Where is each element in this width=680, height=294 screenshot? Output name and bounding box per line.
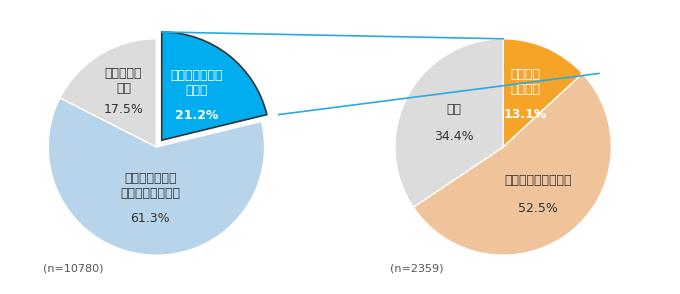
- Text: 21.2%: 21.2%: [175, 109, 218, 122]
- Text: 61.3%: 61.3%: [131, 212, 170, 225]
- Wedge shape: [503, 39, 583, 147]
- Wedge shape: [60, 39, 156, 147]
- Wedge shape: [162, 32, 267, 140]
- Wedge shape: [413, 74, 611, 255]
- Wedge shape: [395, 39, 503, 207]
- Text: 体験したことはある: 体験したことはある: [505, 174, 572, 187]
- Text: 52.5%: 52.5%: [518, 202, 558, 215]
- Text: よく体験
している: よく体験 している: [511, 69, 541, 96]
- Text: (n=10780): (n=10780): [43, 263, 103, 273]
- Text: 見たことは
ない: 見たことは ない: [105, 66, 142, 94]
- Wedge shape: [48, 98, 265, 255]
- Text: ない: ない: [446, 103, 461, 116]
- Text: (n=2359): (n=2359): [390, 263, 443, 273]
- Text: 13.1%: 13.1%: [504, 108, 547, 121]
- Text: 17.5%: 17.5%: [103, 103, 143, 116]
- Text: 34.4%: 34.4%: [434, 130, 473, 143]
- Text: 画像や映像でな
ら見たことがある: 画像や映像でな ら見たことがある: [120, 172, 180, 200]
- Text: 現物を見たこと
がある: 現物を見たこと がある: [170, 69, 223, 97]
